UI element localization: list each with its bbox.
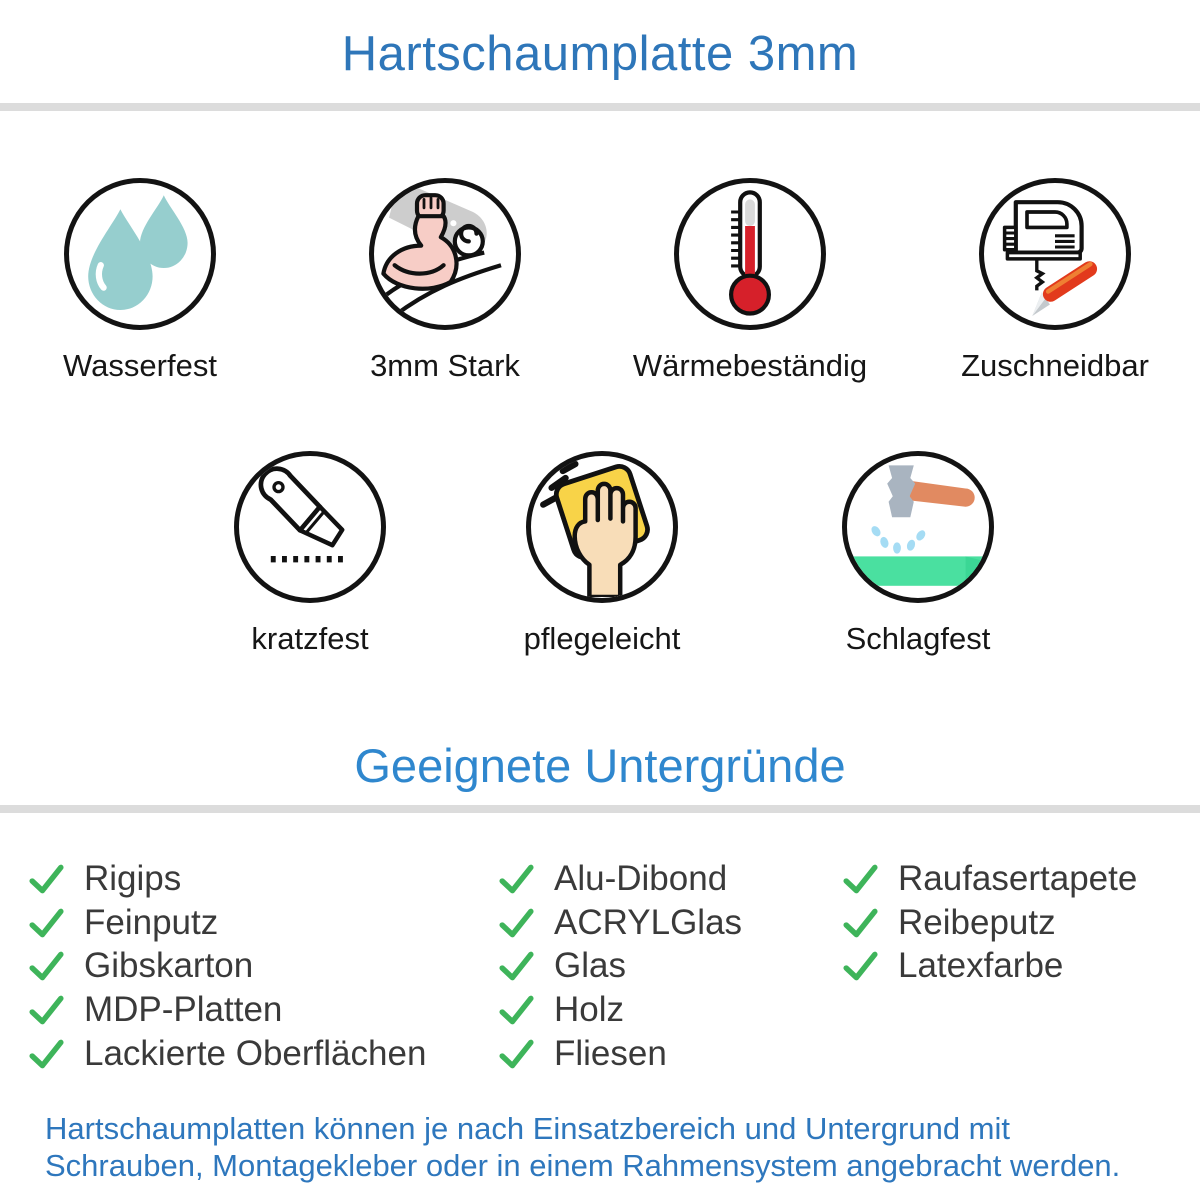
divider-top xyxy=(0,103,1200,111)
jigsaw-and-cutter-icon xyxy=(979,178,1131,330)
feature-label: kratzfest xyxy=(251,621,369,656)
feature-label: Wasserfest xyxy=(63,348,217,383)
hand-with-cloth-icon xyxy=(526,451,678,603)
feature-schlagfest: Schlagfest xyxy=(803,451,1033,657)
feature-label: Wärmebeständig xyxy=(632,348,868,383)
thermometer-icon xyxy=(674,178,826,330)
substrate-label: Reibeputz xyxy=(898,902,1056,942)
substrate-label: Glas xyxy=(554,946,626,986)
section-heading: Geeignete Untergründe xyxy=(354,739,846,792)
check-icon xyxy=(29,995,64,1025)
substrate-item: Feinputz xyxy=(28,901,426,945)
substrate-label: Lackierte Oberflächen xyxy=(84,1033,427,1073)
page-title: Hartschaumplatte 3mm xyxy=(341,27,859,81)
substrate-label: Holz xyxy=(554,989,625,1029)
check-icon xyxy=(843,908,878,937)
feature-waermebestaendig: Wärmebeständig xyxy=(632,178,868,384)
feature-label: Zuschneidbar xyxy=(961,348,1149,383)
check-icon xyxy=(843,951,878,981)
utility-knife-icon xyxy=(234,451,386,603)
substrate-column-2: Alu-Dibond ACRYLGlas Glas Holz Fliesen xyxy=(498,857,742,1075)
feature-label: Schlagfest xyxy=(845,621,991,656)
feature-label: pflegeleicht xyxy=(523,621,681,656)
substrate-item: Gibskarton xyxy=(28,944,426,988)
feature-pflegeleicht: pflegeleicht xyxy=(487,451,717,657)
substrate-item: ACRYLGlas xyxy=(498,901,742,945)
substrate-item: Fliesen xyxy=(498,1032,742,1076)
check-icon xyxy=(29,864,64,894)
substrate-label: ACRYLGlas xyxy=(554,902,743,942)
footer-line-2: Schrauben, Montagekleber oder in einem R… xyxy=(45,1148,1121,1183)
substrate-item: Raufasertapete xyxy=(842,857,1137,901)
water-drops-icon xyxy=(64,178,216,330)
hammer-icon xyxy=(842,451,994,603)
check-icon xyxy=(499,995,534,1025)
substrate-item: Lackierte Oberflächen xyxy=(28,1032,426,1076)
substrate-item: MDP-Platten xyxy=(28,988,426,1032)
flexed-arm-icon xyxy=(369,178,521,330)
check-icon xyxy=(499,1039,534,1068)
substrate-label: MDP-Platten xyxy=(84,989,283,1029)
feature-3mm-stark: 3mm Stark xyxy=(330,178,560,384)
substrate-item: Holz xyxy=(498,988,742,1032)
substrate-item: Latexfarbe xyxy=(842,944,1137,988)
substrate-label: Latexfarbe xyxy=(898,946,1064,986)
feature-kratzfest: kratzfest xyxy=(195,451,425,657)
substrate-label: Feinputz xyxy=(84,902,219,942)
check-icon xyxy=(499,908,534,937)
footer-line-1: Hartschaumplatten können je nach Einsatz… xyxy=(45,1111,1010,1146)
footer-note: Hartschaumplatten können je nach Einsatz… xyxy=(45,1110,1120,1184)
substrate-label: Gibskarton xyxy=(84,946,254,986)
feature-row-1: Wasserfest 3mm Star xyxy=(25,178,1170,384)
substrate-label: Raufasertapete xyxy=(898,858,1138,898)
substrate-label: Fliesen xyxy=(554,1033,667,1073)
feature-wasserfest: Wasserfest xyxy=(25,178,255,384)
substrate-item: Glas xyxy=(498,944,742,988)
substrate-column-3: Raufasertapete Reibeputz Latexfarbe xyxy=(842,857,1137,988)
feature-label: 3mm Stark xyxy=(370,348,520,383)
substrate-column-1: Rigips Feinputz Gibskarton MDP-Platten L… xyxy=(28,857,426,1075)
substrate-item: Rigips xyxy=(28,857,426,901)
check-icon xyxy=(29,908,64,937)
check-icon xyxy=(843,864,878,894)
substrate-item: Reibeputz xyxy=(842,901,1137,945)
substrate-label: Rigips xyxy=(84,858,182,898)
check-icon xyxy=(499,864,534,894)
check-icon xyxy=(499,951,534,981)
substrate-label: Alu-Dibond xyxy=(554,858,728,898)
check-icon xyxy=(29,951,64,981)
substrate-item: Alu-Dibond xyxy=(498,857,742,901)
feature-zuschneidbar: Zuschneidbar xyxy=(940,178,1170,384)
check-icon xyxy=(29,1039,64,1068)
divider-middle xyxy=(0,805,1200,813)
